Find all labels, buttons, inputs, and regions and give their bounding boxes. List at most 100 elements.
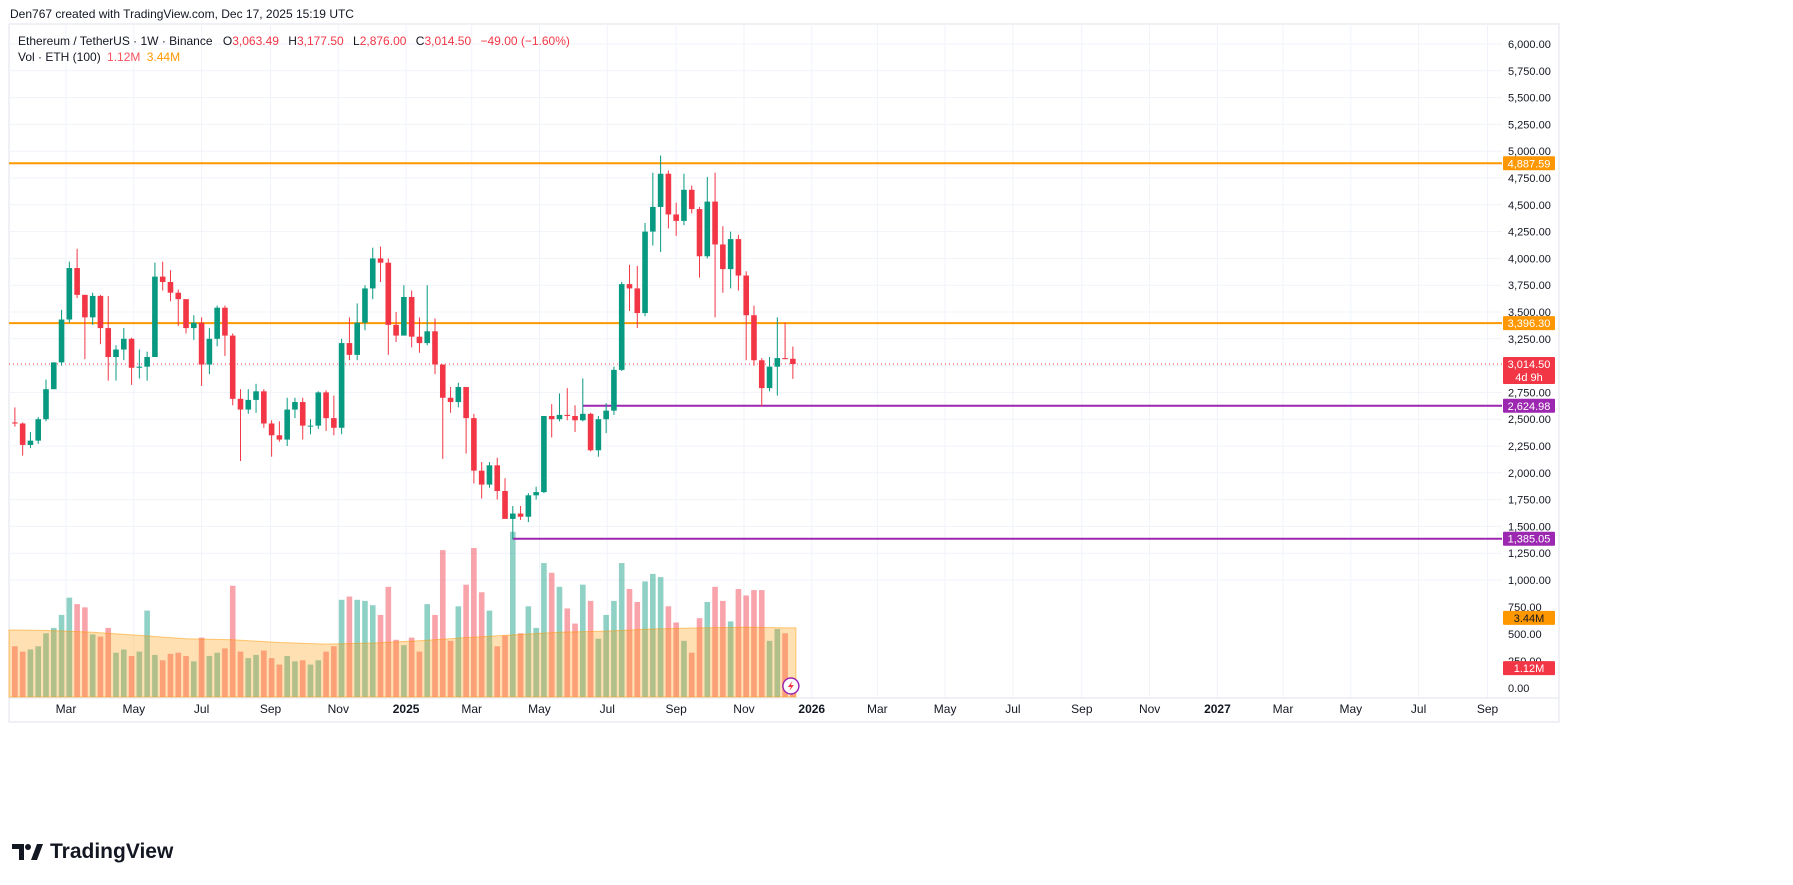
volume-bar [782, 633, 788, 697]
candle-body [556, 414, 563, 420]
candle-body [354, 322, 360, 355]
candle [665, 170, 672, 229]
volume-bar [502, 635, 508, 697]
change-value: −49.00 (−1.60%) [480, 34, 570, 48]
candle-body [198, 322, 205, 365]
candle-body [331, 418, 337, 428]
y-tick-label: 4,500.00 [1508, 200, 1551, 212]
volume-tick-label: 500.00 [1508, 629, 1542, 641]
candle-body [743, 275, 749, 316]
volume-bar [743, 595, 749, 697]
candle-body [276, 435, 283, 440]
volume-bar [377, 614, 384, 697]
candle [222, 305, 228, 356]
candle [735, 234, 742, 291]
volume-bar [284, 655, 290, 697]
volume-bar [681, 640, 687, 697]
candle [673, 202, 679, 236]
price-badges: 4,887.59 3,396.30 2,624.98 1,385.05 3,014.50… [1503, 156, 1555, 676]
candle-body [237, 398, 244, 410]
volume-bar [354, 599, 360, 697]
x-tick-label: Mar [461, 702, 482, 716]
candle [253, 383, 259, 413]
y-tick-label: 6,000.00 [1508, 39, 1551, 51]
x-tick-label: Nov [328, 702, 349, 716]
candle-body [774, 358, 781, 367]
y-tick-label: 2,750.00 [1508, 387, 1551, 399]
volume-bar [478, 592, 485, 697]
candle-body [642, 231, 648, 314]
candle [486, 462, 493, 488]
candle [642, 223, 648, 317]
candle-body [673, 214, 679, 221]
candle-body [97, 295, 104, 329]
volume-bar [338, 599, 345, 697]
volume-bars [12, 531, 796, 697]
symbol-legend[interactable]: Ethereum / TetherUS · 1W · Binance O3,06… [18, 34, 573, 48]
volume-bar [43, 633, 49, 697]
x-tick-label: Nov [733, 702, 754, 716]
volume-bar [439, 550, 446, 697]
low-value: 2,876.00 [359, 34, 407, 48]
y-tick-label: 2,000.00 [1508, 468, 1551, 480]
volume-bar [66, 597, 73, 697]
y-tick-label: 4,250.00 [1508, 227, 1551, 239]
volume-bar [587, 600, 594, 697]
candle-body [704, 201, 711, 257]
volume-bar [136, 651, 143, 697]
candle-body [167, 281, 174, 293]
volume-bar [634, 601, 641, 697]
candle-body [408, 296, 415, 337]
volume-bar [650, 573, 656, 697]
candle [525, 493, 532, 523]
brand-name: TradingView [50, 840, 174, 863]
candle-body [603, 410, 609, 420]
volume-bar [447, 640, 454, 697]
candle [183, 299, 189, 334]
candle [626, 264, 633, 311]
close-value: 3,014.50 [424, 34, 472, 48]
volume-bar [89, 634, 96, 697]
volume-bar [471, 547, 477, 697]
candle-body [43, 389, 49, 420]
candle [284, 397, 290, 446]
candle [136, 349, 143, 379]
x-axis[interactable]: Mar May Jul Sep Nov 2025 Mar May Jul Sep Nov 2026 Ma… [9, 697, 1559, 716]
volume-bar [463, 584, 469, 697]
candle [743, 271, 749, 361]
y-axis[interactable]: 6,000.00 5,750.00 5,500.00 5,250.00 5,000.00… [1508, 39, 1551, 695]
candle [159, 261, 166, 291]
candle-body [611, 369, 617, 411]
candle-body [35, 419, 42, 441]
candle [191, 315, 197, 340]
volume-bar [688, 652, 695, 697]
brand[interactable]: TradingView [12, 840, 173, 864]
candle-body [393, 324, 399, 336]
volume-bar [416, 651, 423, 697]
volume-bar [494, 646, 501, 697]
last-price-label: 3,014.50 [1508, 359, 1551, 371]
candle-body [478, 470, 485, 485]
volume-ma-area [8, 626, 797, 698]
y-tick-label: 5,250.00 [1508, 119, 1551, 131]
candle [113, 345, 119, 381]
volume-bar [603, 614, 609, 697]
x-tick-label: Sep [1071, 702, 1093, 716]
volume-bar [455, 606, 462, 697]
event-marker[interactable] [782, 677, 800, 695]
volume-bar [657, 577, 664, 697]
high-value: 3,177.50 [296, 34, 344, 48]
volume-bar [82, 607, 88, 697]
volume-legend[interactable]: Vol · ETH (100) 1.12M 3.44M [18, 50, 183, 64]
volume-bar [751, 590, 757, 697]
candle-body [369, 258, 376, 289]
candle-body [245, 399, 252, 410]
volume-bar [595, 638, 602, 697]
candle [696, 206, 703, 278]
candle [198, 317, 205, 386]
volume-ma-value: 3.44M [146, 50, 181, 64]
candle-body [564, 414, 571, 416]
volume-bar [401, 645, 407, 697]
volume-bar [167, 653, 174, 697]
